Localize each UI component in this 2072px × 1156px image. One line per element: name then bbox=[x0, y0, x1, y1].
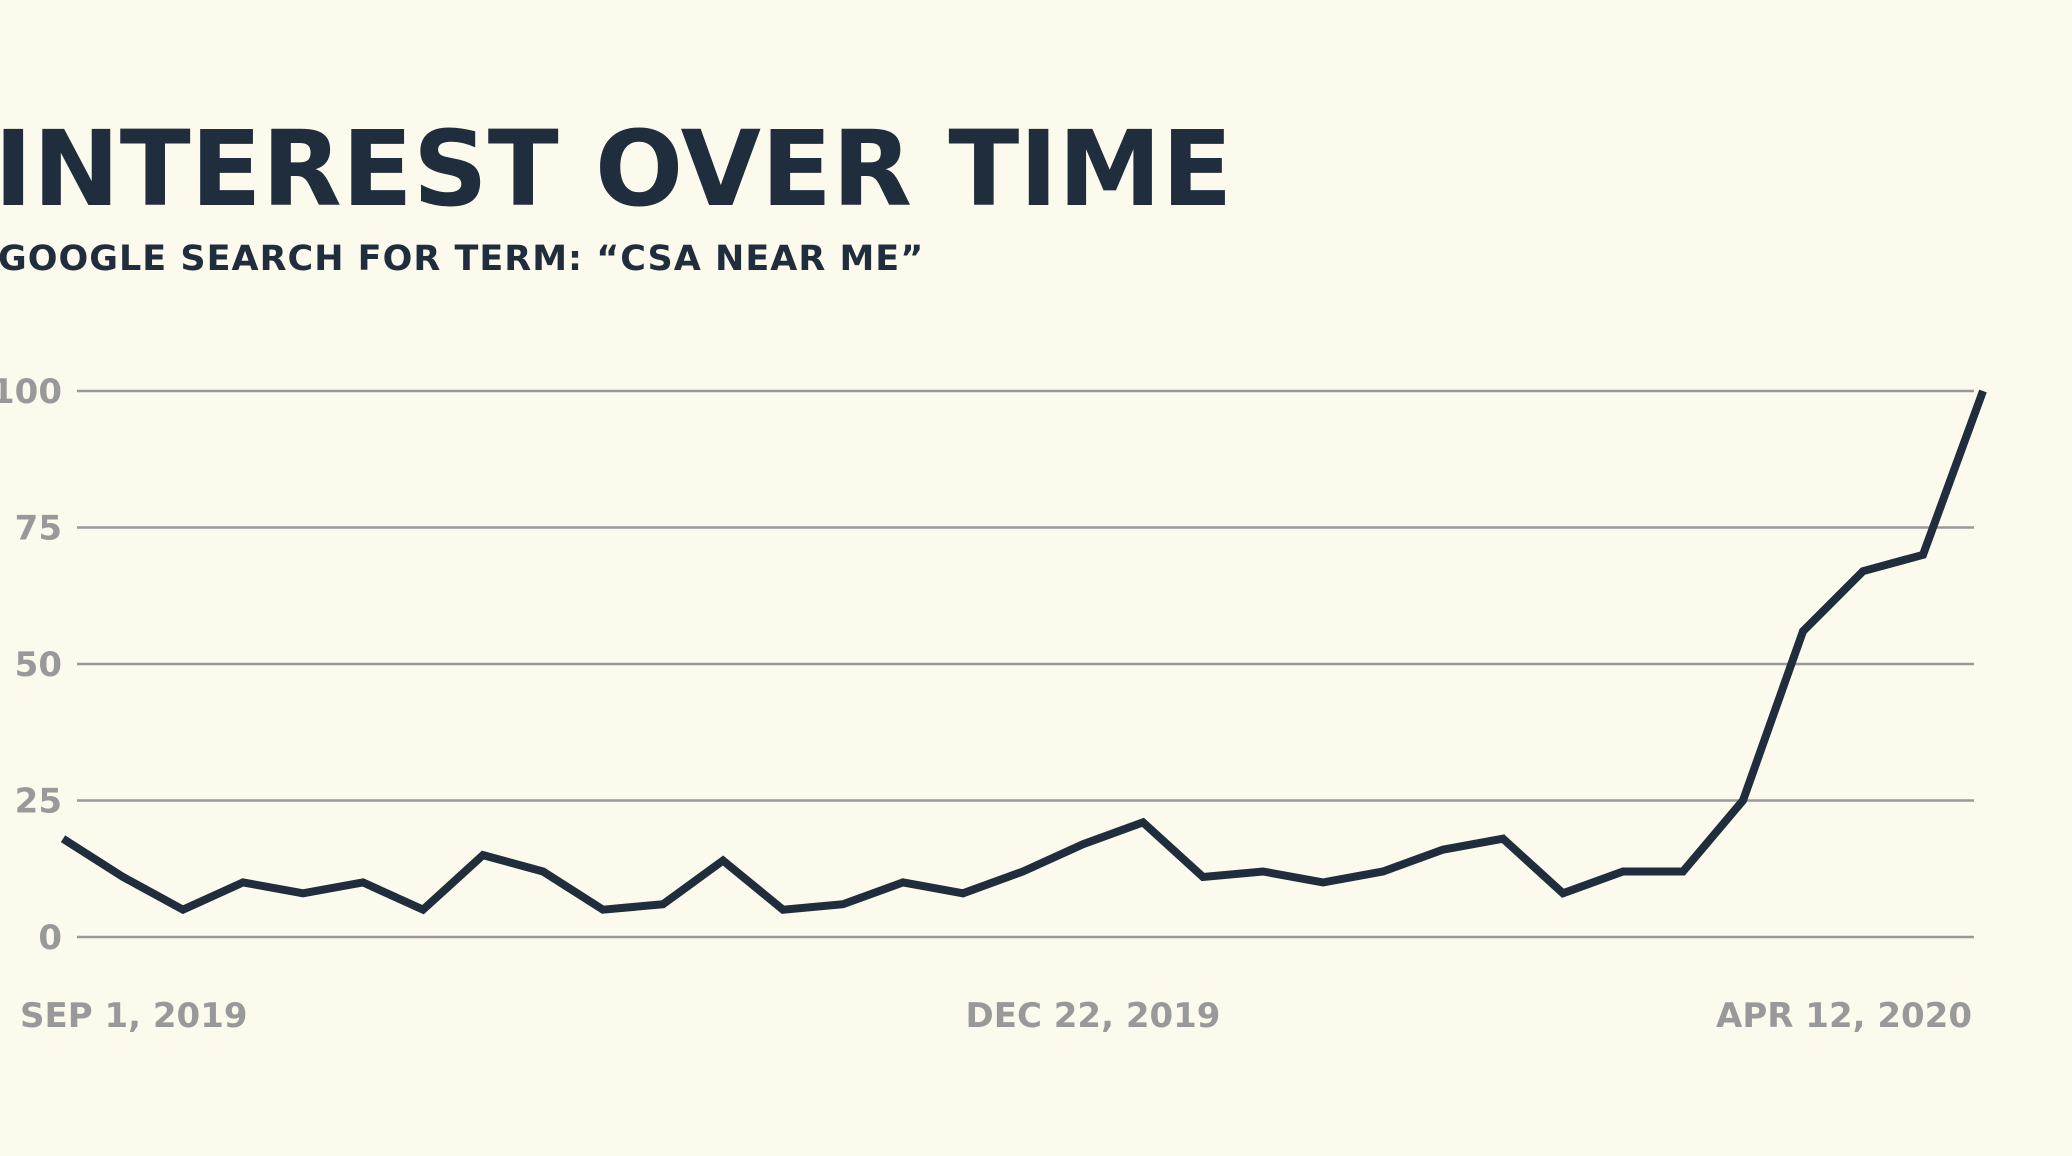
y-tick-label: 25 bbox=[15, 782, 62, 822]
x-tick-label: SEP 1, 2019 bbox=[20, 996, 248, 1036]
y-tick-label: 75 bbox=[15, 509, 62, 549]
x-tick-label: DEC 22, 2019 bbox=[966, 996, 1221, 1036]
data-line bbox=[60, 389, 1987, 915]
x-tick-label: APR 12, 2020 bbox=[1716, 996, 1972, 1036]
chart-subtitle: GOOGLE SEARCH FOR TERM: “CSA NEAR ME” bbox=[0, 239, 924, 279]
y-tick-label: 100 bbox=[0, 372, 62, 412]
y-tick-label: 50 bbox=[15, 645, 62, 685]
y-tick-label: 0 bbox=[38, 918, 62, 958]
chart-title: INTEREST OVER TIME bbox=[0, 108, 1233, 230]
